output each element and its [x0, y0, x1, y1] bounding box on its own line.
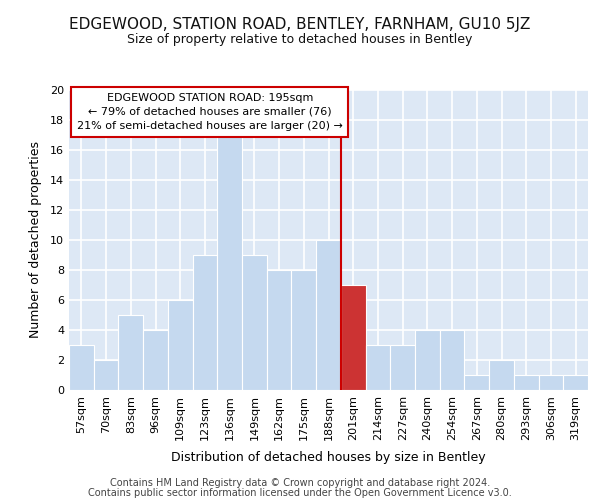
- Text: EDGEWOOD STATION ROAD: 195sqm
← 79% of detached houses are smaller (76)
21% of s: EDGEWOOD STATION ROAD: 195sqm ← 79% of d…: [77, 93, 343, 131]
- Bar: [514, 375, 539, 390]
- Bar: [563, 375, 588, 390]
- Bar: [539, 375, 563, 390]
- Bar: [168, 300, 193, 390]
- Bar: [118, 315, 143, 390]
- Bar: [292, 270, 316, 390]
- Text: Contains HM Land Registry data © Crown copyright and database right 2024.: Contains HM Land Registry data © Crown c…: [110, 478, 490, 488]
- Bar: [143, 330, 168, 390]
- Bar: [267, 270, 292, 390]
- Bar: [390, 345, 415, 390]
- Text: EDGEWOOD, STATION ROAD, BENTLEY, FARNHAM, GU10 5JZ: EDGEWOOD, STATION ROAD, BENTLEY, FARNHAM…: [70, 18, 530, 32]
- Bar: [464, 375, 489, 390]
- Bar: [242, 255, 267, 390]
- X-axis label: Distribution of detached houses by size in Bentley: Distribution of detached houses by size …: [171, 451, 486, 464]
- Text: Contains public sector information licensed under the Open Government Licence v3: Contains public sector information licen…: [88, 488, 512, 498]
- Bar: [365, 345, 390, 390]
- Bar: [489, 360, 514, 390]
- Bar: [341, 285, 365, 390]
- Bar: [415, 330, 440, 390]
- Text: Size of property relative to detached houses in Bentley: Size of property relative to detached ho…: [127, 32, 473, 46]
- Bar: [94, 360, 118, 390]
- Bar: [193, 255, 217, 390]
- Bar: [69, 345, 94, 390]
- Bar: [217, 135, 242, 390]
- Bar: [440, 330, 464, 390]
- Bar: [316, 240, 341, 390]
- Y-axis label: Number of detached properties: Number of detached properties: [29, 142, 41, 338]
